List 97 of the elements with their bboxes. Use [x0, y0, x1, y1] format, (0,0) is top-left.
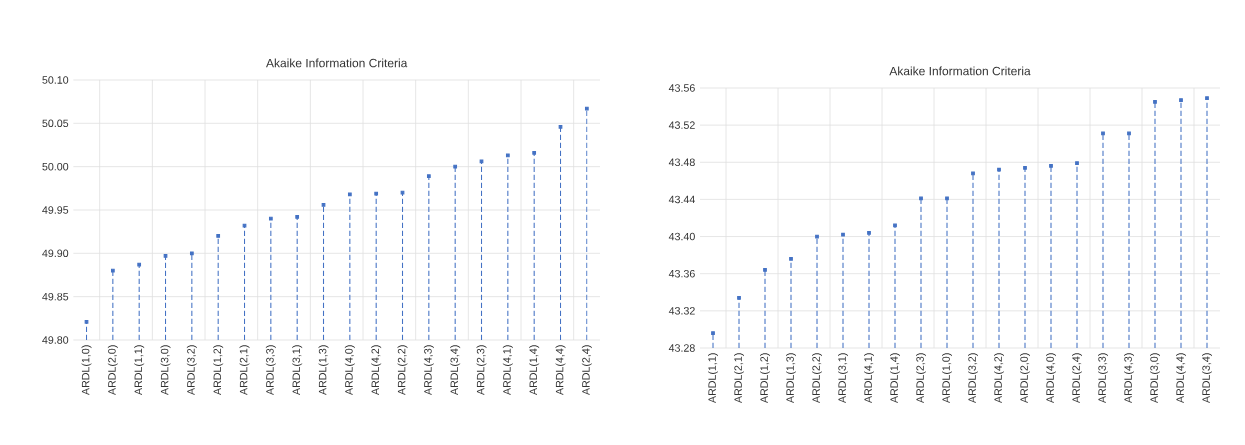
x-tick-label: ARDL(3,3): [1098, 353, 1108, 404]
point: [453, 164, 458, 169]
y-tick-label: 43.56: [668, 84, 695, 92]
x-tick-label: ARDL(4,1): [864, 353, 874, 404]
point: [321, 202, 326, 207]
point: [971, 171, 975, 176]
point: [163, 254, 168, 258]
x-tick-label: ARDL(4,1): [502, 345, 513, 396]
x-tick-label: ARDL(3,4): [1202, 353, 1212, 404]
x-tick-label: ARDL(1,0): [81, 345, 92, 396]
x-tick-label: ARDL(2,3): [476, 345, 487, 396]
point: [584, 106, 589, 111]
y-tick-label: 43.52: [668, 121, 695, 129]
point: [737, 295, 741, 300]
x-tick-label: ARDL(1,2): [213, 345, 224, 396]
x-tick-label: ARDL(2,4): [581, 345, 592, 396]
x-tick-label: ARDL(2,0): [107, 345, 118, 396]
point: [426, 174, 431, 179]
point: [347, 192, 352, 197]
x-tick-label: ARDL(4,3): [423, 345, 434, 396]
x-tick-label: ARDL(2,3): [916, 353, 926, 404]
point: [242, 223, 247, 228]
x-tick-label: ARDL(1,4): [890, 353, 900, 404]
point: [841, 232, 845, 237]
x-tick-label: ARDL(3,2): [968, 353, 978, 404]
x-tick-label: ARDL(1,2): [760, 353, 770, 404]
y-tick-label: 43.48: [668, 158, 695, 167]
x-tick-label: ARDL(1,3): [318, 345, 329, 396]
y-tick-label: 50.00: [42, 162, 69, 171]
point: [1049, 164, 1053, 168]
point: [867, 230, 871, 235]
point: [763, 268, 767, 272]
point: [374, 191, 379, 196]
point: [1075, 161, 1079, 166]
x-tick-label: ARDL(3,0): [1150, 353, 1160, 404]
x-tick-label: ARDL(2,2): [397, 345, 408, 396]
y-tick-label: 49.80: [42, 336, 69, 344]
point: [1205, 96, 1209, 101]
point: [479, 159, 484, 164]
point: [532, 150, 537, 155]
y-tick-label: 50.10: [42, 76, 69, 84]
point: [893, 223, 897, 228]
x-tick-label: ARDL(1,1): [708, 353, 718, 404]
x-tick-label: ARDL(4,2): [994, 353, 1004, 404]
x-tick-label: ARDL(2,1): [239, 345, 250, 396]
x-tick-label: ARDL(4,4): [555, 345, 566, 396]
y-tick-label: 50.05: [42, 119, 69, 128]
y-tick-label: 43.32: [668, 307, 695, 315]
x-tick-label: ARDL(2,1): [734, 353, 744, 404]
point: [1127, 131, 1131, 136]
point: [137, 262, 142, 267]
point: [558, 124, 563, 129]
y-tick-label: 49.95: [42, 206, 69, 214]
x-tick-label: ARDL(4,2): [371, 345, 382, 396]
point: [1023, 165, 1027, 170]
x-tick-label: ARDL(3,1): [292, 345, 303, 396]
x-tick-label: ARDL(4,0): [344, 345, 355, 396]
point: [1101, 131, 1105, 136]
point: [815, 234, 819, 239]
y-tick-label: 43.44: [668, 195, 695, 204]
point: [295, 215, 300, 219]
x-tick-label: ARDL(1,3): [786, 353, 796, 404]
x-tick-label: ARDL(3,2): [186, 345, 197, 396]
x-tick-label: ARDL(1,4): [529, 345, 540, 396]
point: [1153, 100, 1157, 104]
chart-title: Akaike Information Criteria: [266, 58, 408, 68]
point: [919, 196, 923, 201]
x-tick-label: ARDL(3,3): [265, 345, 276, 396]
x-tick-label: ARDL(3,4): [450, 345, 461, 396]
x-tick-label: ARDL(3,1): [838, 353, 848, 404]
point: [1179, 98, 1183, 102]
x-tick-label: ARDL(3,0): [160, 345, 171, 396]
chart-title: Akaike Information Criteria: [889, 66, 1031, 76]
y-tick-label: 43.28: [668, 344, 695, 352]
point: [216, 234, 221, 238]
point: [789, 256, 793, 261]
x-tick-label: ARDL(4,3): [1124, 353, 1134, 404]
point: [268, 216, 273, 221]
point: [110, 268, 115, 273]
y-tick-label: 43.36: [668, 269, 695, 278]
point: [505, 153, 510, 158]
x-tick-label: ARDL(2,2): [812, 353, 822, 404]
point: [84, 319, 89, 324]
point: [189, 251, 194, 256]
x-tick-label: ARDL(2,0): [1020, 353, 1030, 404]
x-tick-label: ARDL(1,0): [942, 353, 952, 404]
y-tick-label: 49.85: [42, 292, 69, 301]
point: [945, 196, 949, 201]
point: [997, 167, 1001, 172]
x-tick-label: ARDL(4,0): [1046, 353, 1056, 404]
x-tick-label: ARDL(2,4): [1072, 353, 1082, 404]
x-tick-label: ARDL(4,4): [1176, 353, 1186, 404]
y-tick-label: 49.90: [42, 249, 69, 258]
x-tick-label: ARDL(1,1): [134, 345, 145, 396]
point: [400, 190, 405, 195]
point: [711, 331, 715, 335]
y-tick-label: 43.40: [668, 232, 695, 241]
